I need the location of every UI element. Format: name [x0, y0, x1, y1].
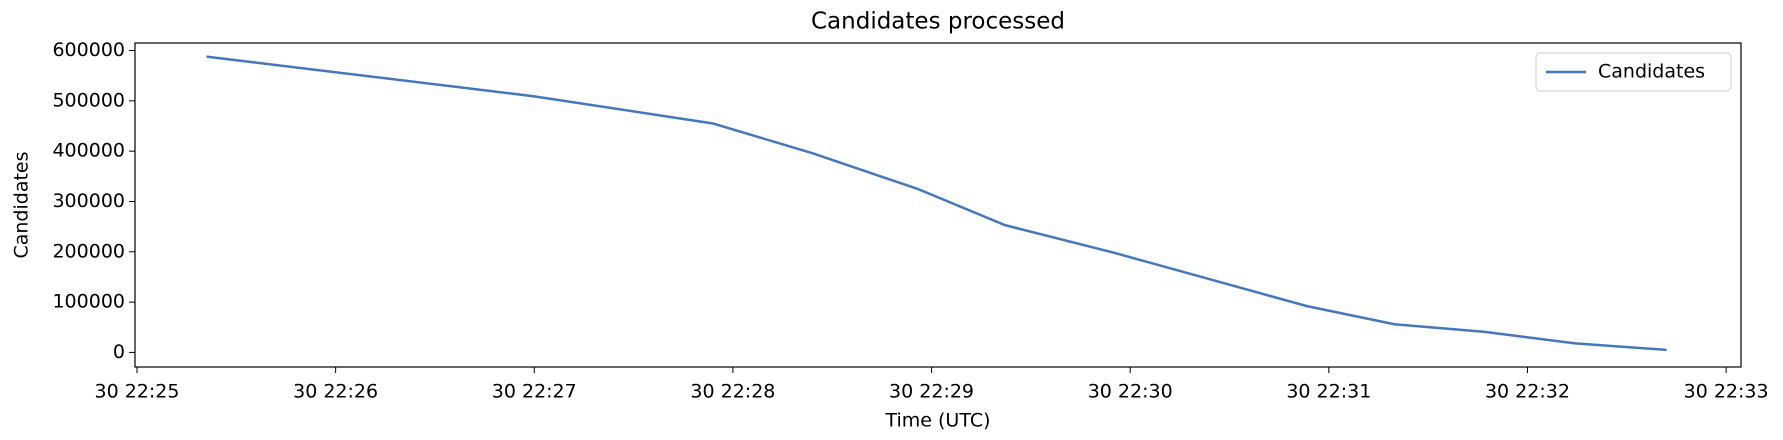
- y-tick-label: 300000: [52, 190, 125, 212]
- x-tick-label: 30 22:32: [1485, 381, 1570, 403]
- y-tick-label: 100000: [52, 291, 125, 313]
- legend-label: Candidates: [1598, 61, 1705, 83]
- chart-title: Candidates processed: [811, 9, 1065, 35]
- x-tick-label: 30 22:26: [293, 381, 378, 403]
- data-line: [206, 55, 1667, 352]
- x-axis-label: Time (UTC): [884, 410, 990, 432]
- x-tick-label: 30 22:25: [94, 381, 179, 403]
- legend-box: [1535, 52, 1732, 92]
- y-tick-label: 200000: [52, 240, 125, 262]
- x-tick-label: 30 22:29: [889, 381, 974, 403]
- x-tick-label: 30 22:27: [492, 381, 577, 403]
- plot-frame: [134, 42, 1742, 368]
- x-tick-label: 30 22:30: [1088, 381, 1173, 403]
- y-tick-label: 500000: [52, 89, 125, 111]
- y-tick-label: 400000: [52, 140, 125, 162]
- x-tick-label: 30 22:28: [690, 381, 775, 403]
- y-axis-label: Candidates: [11, 151, 33, 258]
- x-tick-label: 30 22:33: [1684, 381, 1769, 403]
- x-tick-label: 30 22:31: [1286, 381, 1371, 403]
- y-tick-label: 0: [113, 341, 125, 363]
- y-tick-label: 600000: [52, 39, 125, 61]
